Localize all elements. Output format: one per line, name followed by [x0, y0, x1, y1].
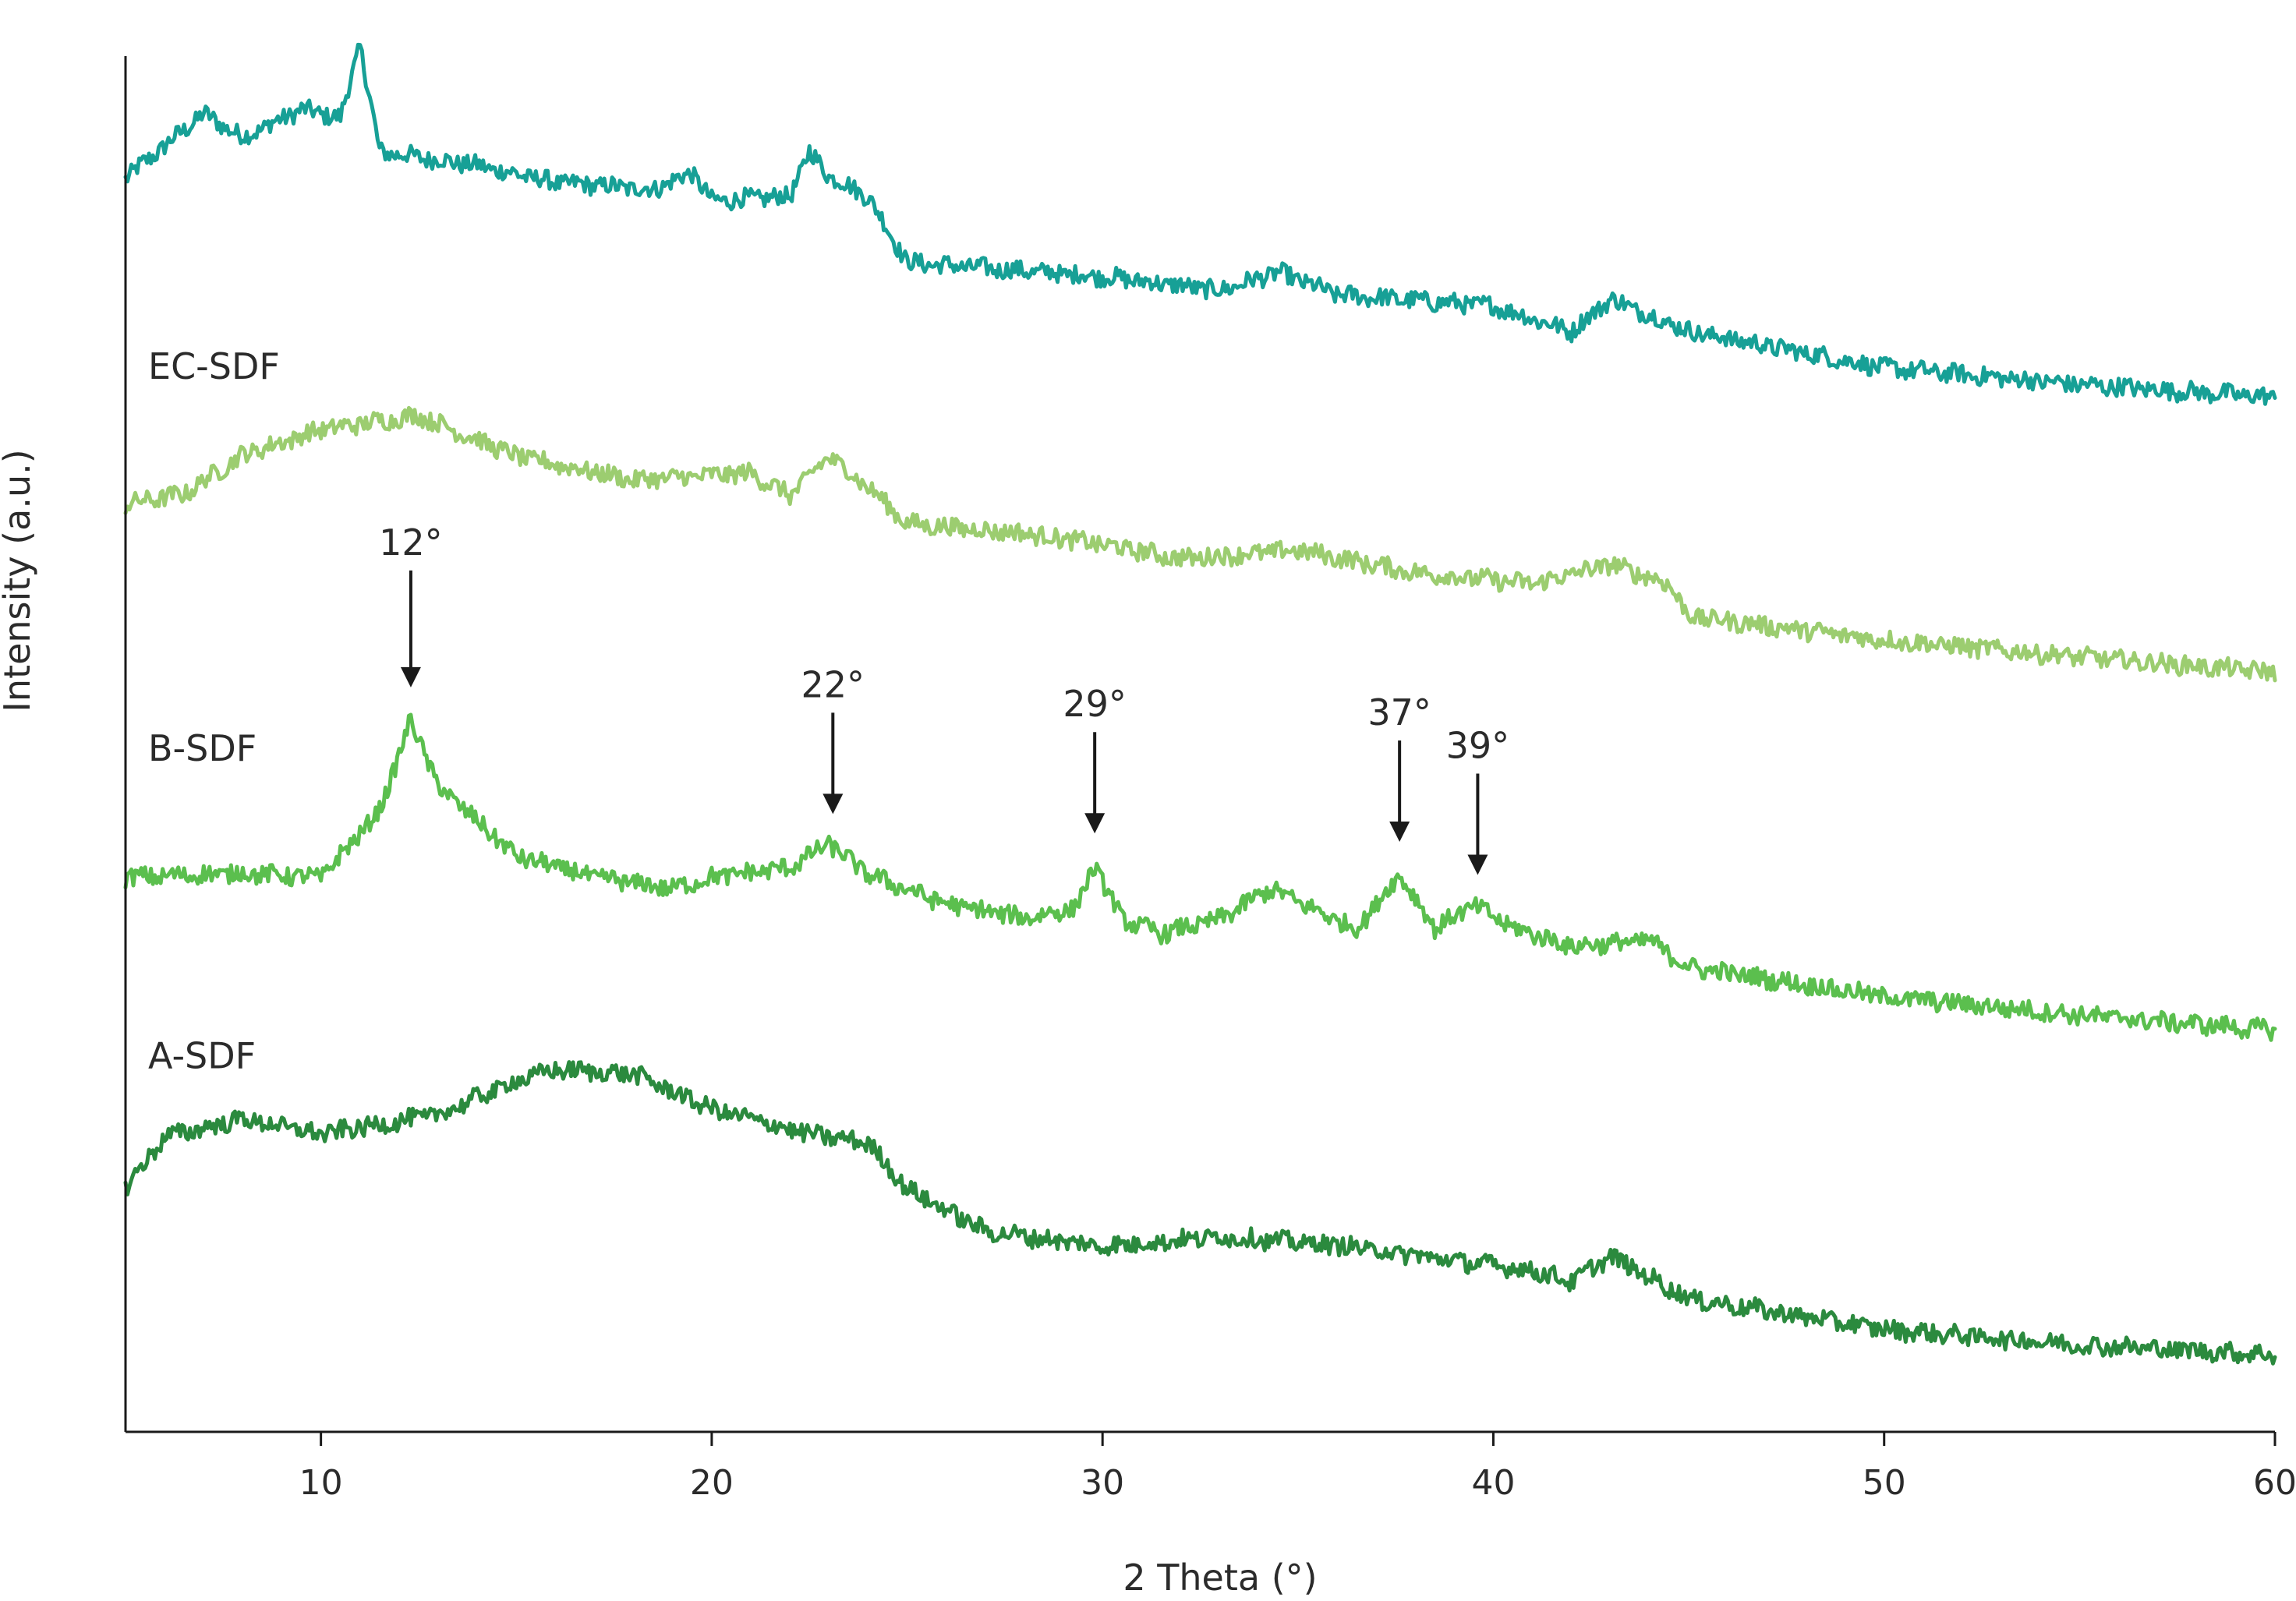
annotation-arrow-head	[400, 666, 421, 687]
annotation-label: 37°	[1367, 691, 1431, 733]
annotation-arrow-head	[1084, 813, 1106, 834]
series-line-b-sdf	[123, 712, 2277, 1042]
series-line-a-sdf	[123, 1060, 2277, 1366]
series-layer	[123, 42, 2277, 1366]
annotation-label: 12°	[379, 521, 443, 564]
series-label-ec-sdf: EC-SDF	[148, 345, 280, 387]
x-tick-label: 30	[1081, 1463, 1124, 1503]
x-tick-label: 20	[690, 1463, 734, 1503]
series-label-ex-sdf: EX-SDF	[148, 0, 278, 3]
x-axis-title: 2 Theta (°)	[1123, 1557, 1317, 1599]
x-tick-label: 10	[299, 1463, 343, 1503]
annotation-label: 39°	[1446, 724, 1510, 766]
series-line-ex-sdf	[123, 42, 2277, 406]
annotation-layer: 12° 22° 29° 37° 39°	[379, 521, 1509, 875]
series-label-layer: EX-SDF EC-SDF B-SDF A-SDF	[148, 0, 280, 1076]
x-tick-label: 40	[1471, 1463, 1515, 1503]
x-axis-ticks: 10 20 30 40 50 60	[299, 1432, 2296, 1503]
series-label-a-sdf: A-SDF	[148, 1034, 256, 1076]
annotation-label: 29°	[1063, 683, 1127, 725]
annotation-arrow-head	[823, 793, 844, 815]
annotation-label: 22°	[801, 663, 865, 705]
series-line-ec-sdf	[123, 405, 2277, 683]
annotation-arrow-head	[1389, 821, 1410, 842]
x-tick-label: 60	[2253, 1463, 2296, 1503]
series-label-b-sdf: B-SDF	[148, 727, 256, 769]
y-axis-title: Intensity (a.u.)	[0, 449, 38, 712]
x-tick-label: 50	[1863, 1463, 1906, 1503]
annotation-arrow-head	[1467, 854, 1488, 875]
